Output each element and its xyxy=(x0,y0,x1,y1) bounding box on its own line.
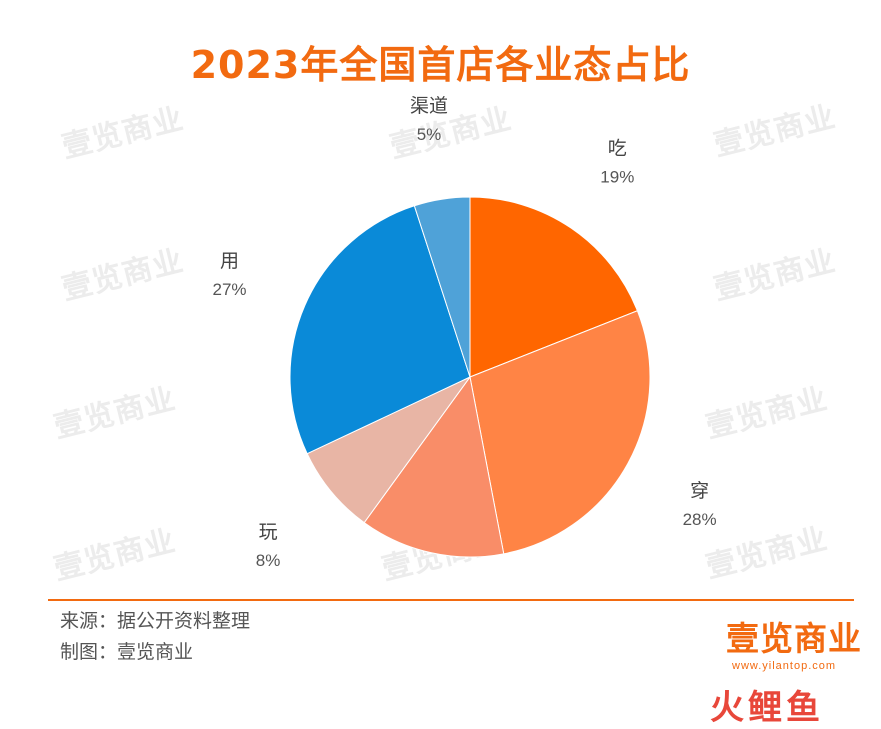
pie-slice-0 xyxy=(469,196,639,378)
pie-slice-1 xyxy=(469,310,651,555)
brand-url: www.yilantop.com xyxy=(732,660,837,672)
slice-percent-label: 27% xyxy=(212,280,246,299)
pie-chart: 吃19%穿28%喝13%玩8%用27%渠道5% xyxy=(212,95,717,570)
slice-percent-label: 28% xyxy=(683,510,717,529)
pie-slice-5 xyxy=(413,196,471,378)
slice-percent-label: 19% xyxy=(600,167,634,186)
slice-category-label: 玩 xyxy=(259,521,278,543)
slice-category-label: 渠道 xyxy=(410,95,448,117)
chart-title: 2023年全国首店各业态占比 xyxy=(190,43,691,87)
pie-slice-4 xyxy=(289,205,471,455)
footer-divider xyxy=(48,599,854,601)
source-note: 来源：据公开资料整理 xyxy=(60,610,251,632)
pie-slice-2 xyxy=(363,375,505,558)
pie-slice-3 xyxy=(306,376,471,524)
slice-category-label: 吃 xyxy=(608,137,627,159)
corner-stamp-logo: 火鲤鱼 xyxy=(710,688,824,728)
slice-category-label: 穿 xyxy=(690,480,709,502)
brand-logo: 壹览商业 xyxy=(726,619,862,658)
slice-category-label: 用 xyxy=(220,250,239,272)
slice-percent-label: 8% xyxy=(256,551,281,570)
slice-percent-label: 5% xyxy=(417,125,442,144)
maker-note: 制图：壹览商业 xyxy=(60,641,194,663)
